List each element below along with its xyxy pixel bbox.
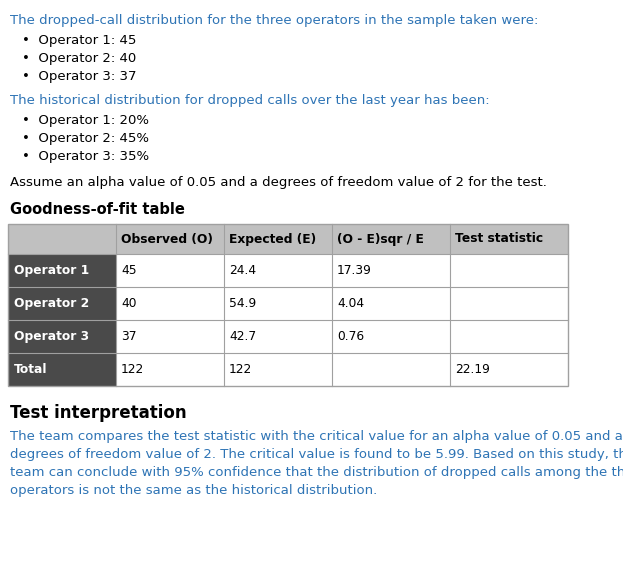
Text: The dropped-call distribution for the three operators in the sample taken were:: The dropped-call distribution for the th… <box>10 14 538 27</box>
Text: 4.04: 4.04 <box>337 297 364 310</box>
Bar <box>8 224 568 254</box>
Text: Total: Total <box>14 363 47 376</box>
Text: •  Operator 3: 35%: • Operator 3: 35% <box>22 150 149 163</box>
Text: •  Operator 2: 45%: • Operator 2: 45% <box>22 132 149 145</box>
Text: 0.76: 0.76 <box>337 330 364 343</box>
Text: 122: 122 <box>229 363 252 376</box>
Text: 22.19: 22.19 <box>455 363 490 376</box>
Text: 54.9: 54.9 <box>229 297 256 310</box>
Text: 24.4: 24.4 <box>229 264 256 277</box>
Text: The team compares the test statistic with the critical value for an alpha value : The team compares the test statistic wit… <box>10 430 623 443</box>
Text: Goodness-of-fit table: Goodness-of-fit table <box>10 202 185 217</box>
Bar <box>8 254 116 287</box>
Text: •  Operator 1: 45: • Operator 1: 45 <box>22 34 136 47</box>
Text: 45: 45 <box>121 264 136 277</box>
Text: operators is not the same as the historical distribution.: operators is not the same as the histori… <box>10 484 378 497</box>
Text: team can conclude with 95% confidence that the distribution of dropped calls amo: team can conclude with 95% confidence th… <box>10 466 623 479</box>
Text: Operator 2: Operator 2 <box>14 297 89 310</box>
Text: 122: 122 <box>121 363 145 376</box>
Text: 37: 37 <box>121 330 136 343</box>
Text: Test statistic: Test statistic <box>455 232 543 245</box>
Text: 42.7: 42.7 <box>229 330 256 343</box>
Text: •  Operator 2: 40: • Operator 2: 40 <box>22 52 136 65</box>
Text: (O - E)sqr / E: (O - E)sqr / E <box>337 232 424 245</box>
Bar <box>8 320 116 353</box>
Text: Expected (E): Expected (E) <box>229 232 316 245</box>
Text: •  Operator 1: 20%: • Operator 1: 20% <box>22 114 149 127</box>
Text: Observed (O): Observed (O) <box>121 232 213 245</box>
Bar <box>8 287 116 320</box>
Text: Test interpretation: Test interpretation <box>10 404 187 422</box>
Text: 17.39: 17.39 <box>337 264 372 277</box>
Text: Operator 1: Operator 1 <box>14 264 89 277</box>
Text: Assume an alpha value of 0.05 and a degrees of freedom value of 2 for the test.: Assume an alpha value of 0.05 and a degr… <box>10 176 547 189</box>
Text: degrees of freedom value of 2. The critical value is found to be 5.99. Based on : degrees of freedom value of 2. The criti… <box>10 448 623 461</box>
Bar <box>8 353 116 386</box>
Text: The historical distribution for dropped calls over the last year has been:: The historical distribution for dropped … <box>10 94 490 107</box>
Text: 40: 40 <box>121 297 136 310</box>
Text: Operator 3: Operator 3 <box>14 330 89 343</box>
Bar <box>8 224 568 386</box>
Text: •  Operator 3: 37: • Operator 3: 37 <box>22 70 136 83</box>
